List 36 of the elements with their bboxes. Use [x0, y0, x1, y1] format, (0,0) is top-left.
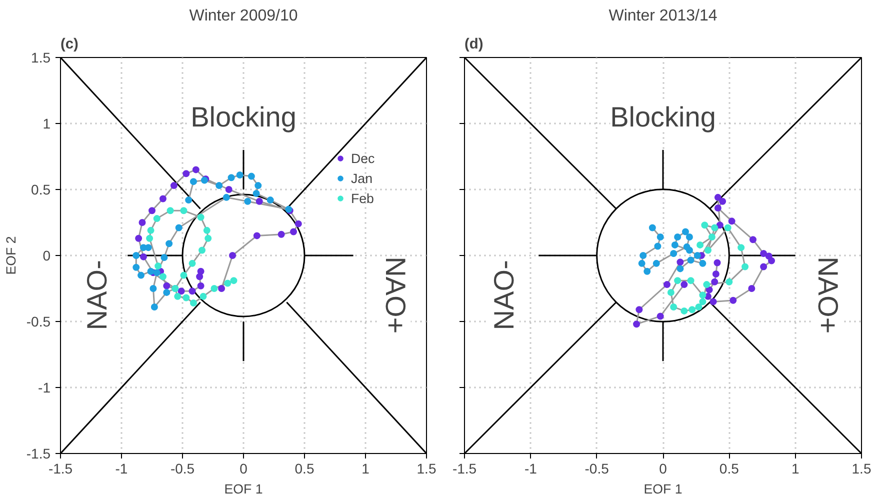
- y-tick-label: -1.5: [26, 446, 51, 462]
- x-tick-label: -1.5: [452, 460, 477, 476]
- chart-title: Winter 2009/10: [189, 8, 298, 24]
- x-tick-label: 0: [240, 460, 248, 476]
- annotation: NAO+: [812, 256, 844, 334]
- annotation: Blocking: [610, 101, 716, 132]
- annotation: NAO-: [82, 260, 113, 330]
- legend-label: Feb: [351, 190, 374, 206]
- y-tick-label: -1: [38, 380, 51, 396]
- y-axis-title: EOF 2: [3, 236, 18, 275]
- x-tick-label: 1: [362, 460, 370, 476]
- x-tick-label: 1.5: [416, 460, 436, 476]
- chart-title: Winter 2013/14: [608, 8, 718, 24]
- x-tick-label: 0.5: [719, 460, 740, 476]
- x-tick-label: 1.5: [852, 460, 872, 476]
- annotation: Blocking: [190, 101, 296, 132]
- y-tick-label: 1.5: [31, 50, 51, 66]
- text: (d): [464, 36, 484, 52]
- x-tick-label: -0.5: [584, 460, 610, 476]
- y-tick-label: 0: [42, 248, 51, 264]
- x-axis-title: EOF 1: [224, 482, 263, 496]
- x-tick-label: -1: [115, 460, 128, 476]
- annotation: NAO-: [488, 260, 520, 330]
- text: (c): [60, 36, 79, 52]
- x-tick-label: -1: [524, 460, 538, 476]
- x-axis-title: EOF 1: [644, 482, 682, 496]
- x-tick-label: 0: [659, 460, 668, 476]
- x-tick-label: -0.5: [170, 460, 195, 476]
- y-tick-label: 0.5: [31, 182, 51, 198]
- legend-label: Dec: [351, 150, 375, 166]
- x-tick-label: 0.5: [294, 460, 314, 476]
- x-tick-label: 1: [791, 460, 800, 476]
- y-tick-label: -0.5: [26, 314, 51, 330]
- annotation: NAO+: [380, 256, 411, 334]
- y-tick-label: 1: [42, 116, 51, 132]
- legend-label: Jan: [351, 170, 372, 186]
